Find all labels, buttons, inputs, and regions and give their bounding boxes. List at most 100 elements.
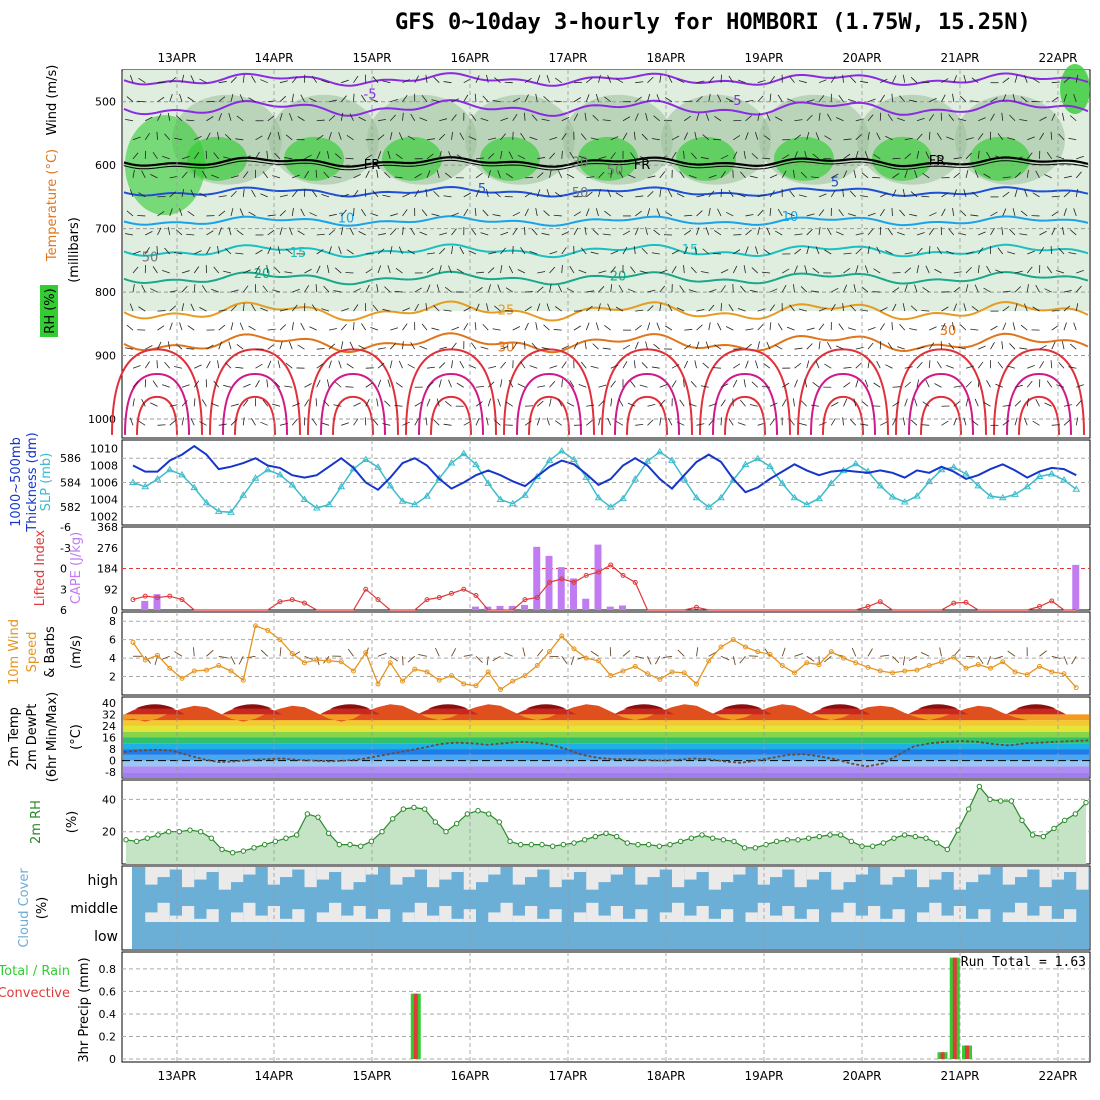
- dewpt2m-label: 2m DewPt: [25, 704, 40, 771]
- wind-barb: [536, 189, 541, 198]
- wind-barb: [610, 380, 616, 388]
- wind-barb: [708, 208, 711, 217]
- wind-barb: [696, 647, 699, 657]
- cloud-gap-middle: [500, 902, 513, 922]
- wind-barb: [152, 266, 158, 274]
- cloud-gap-high: [574, 867, 587, 873]
- date-label-bottom: 20APR: [842, 1069, 881, 1083]
- wind-barb: [804, 265, 808, 274]
- wind-barb: [983, 173, 991, 179]
- wind-barb: [169, 404, 178, 407]
- wind-barb: [156, 245, 158, 255]
- cloud-gap-high: [598, 867, 611, 883]
- wind-barb: [262, 285, 269, 293]
- wind-barb: [169, 94, 173, 102]
- wind-barb: [242, 74, 245, 83]
- cloud-gap-high: [194, 867, 207, 880]
- wind-barb: [248, 97, 256, 103]
- wind-barb: [892, 272, 901, 274]
- wind-barb: [850, 419, 857, 426]
- wind-barb: [311, 304, 318, 312]
- wind-barb: [279, 341, 283, 350]
- wind-barb: [684, 344, 692, 350]
- wind-barb: [297, 230, 305, 236]
- cloud-gap-high: [341, 867, 354, 890]
- wind-barb: [1046, 380, 1053, 388]
- wind-barb: [667, 303, 673, 312]
- slp-marker: [129, 478, 137, 485]
- wind-barb: [855, 151, 859, 159]
- wind-speed-marker: [240, 677, 246, 683]
- wind-barb: [279, 112, 283, 121]
- wind-barb: [916, 361, 923, 369]
- wind-barb: [659, 74, 662, 83]
- wind-barb: [1039, 247, 1045, 255]
- cloud-gap-middle: [157, 902, 170, 922]
- wind-barb: [152, 151, 158, 160]
- wind-barb: [266, 150, 269, 159]
- rh-marker: [613, 833, 620, 840]
- wind-barb: [769, 190, 776, 198]
- temp-contour-15: [123, 243, 1089, 259]
- wind-barb: [855, 248, 862, 255]
- wind-speed-marker: [963, 665, 969, 671]
- wind-barb: [838, 209, 844, 217]
- wind-speed-marker: [228, 668, 234, 674]
- wind-barb: [590, 365, 599, 369]
- wind-speed-marker: [498, 686, 503, 692]
- wind-barb: [492, 214, 501, 217]
- wind-barb: [194, 364, 202, 369]
- wind-barb: [129, 303, 134, 312]
- wind-barb: [144, 247, 150, 255]
- wind-barb: [633, 131, 636, 140]
- wind-barb: [684, 214, 693, 217]
- wind-barb: [717, 208, 722, 217]
- wind-barb: [1039, 650, 1047, 657]
- cloud-gap-high: [684, 867, 697, 880]
- wind-barb: [925, 379, 930, 388]
- slp-marker: [619, 494, 627, 502]
- wind-barb: [953, 271, 962, 274]
- temp-contour-hot: [430, 395, 472, 435]
- wind-barb: [860, 195, 869, 198]
- wind-speed-marker: [179, 675, 185, 681]
- wind-barb: [958, 118, 967, 122]
- wind-barb: [827, 227, 832, 236]
- wind-barb: [777, 94, 783, 102]
- wind-barb: [384, 286, 391, 293]
- wind-barb: [242, 417, 245, 426]
- wind-barb: [978, 231, 986, 236]
- wind-barb: [610, 250, 619, 255]
- rh-marker: [475, 807, 481, 814]
- wind-barb: [971, 420, 979, 426]
- wind-barb: [1026, 398, 1029, 407]
- wind-barb: [334, 153, 342, 160]
- wind-barb: [145, 345, 153, 350]
- temp-peak-dark: [722, 704, 762, 709]
- wind-speed-marker: [326, 658, 332, 664]
- cloud-gap-middle: [1039, 906, 1052, 922]
- wind-speed-marker: [730, 637, 736, 643]
- wind-barb: [1027, 250, 1035, 255]
- wind-barb: [928, 113, 935, 121]
- minmax-label: (6hr Min/Max): [45, 692, 60, 782]
- wind-barb: [739, 655, 746, 664]
- wind-barb: [238, 656, 244, 665]
- wind-barb: [683, 246, 688, 255]
- wind-barb: [561, 656, 568, 664]
- wind-barb: [377, 134, 385, 141]
- wind-speed-marker: [204, 667, 209, 673]
- wind-barb: [470, 342, 477, 350]
- cloud-gap-middle: [341, 915, 354, 922]
- wind-barb: [451, 342, 457, 350]
- wind-barb: [892, 287, 900, 293]
- contour-label: 15: [682, 243, 699, 258]
- wind-barb: [769, 402, 778, 407]
- wind-barb: [463, 78, 471, 84]
- wind-barb: [213, 152, 220, 160]
- wind-barb: [806, 360, 810, 369]
- wind-barb: [743, 379, 746, 388]
- wind-barb: [439, 346, 448, 350]
- lifted-index-marker: [167, 593, 173, 599]
- wind-barb: [994, 655, 1003, 660]
